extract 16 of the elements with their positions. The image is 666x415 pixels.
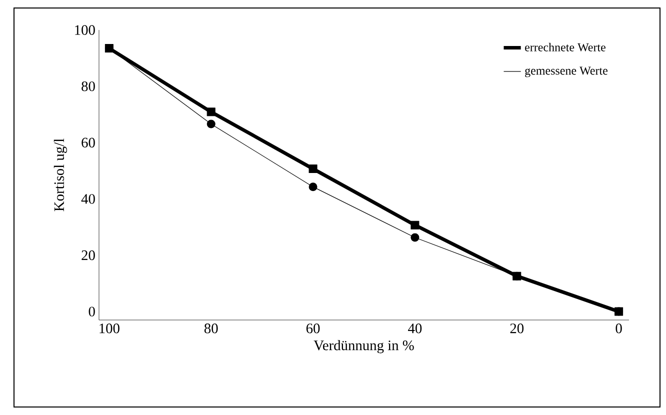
x-tick-label: 40 xyxy=(408,324,422,334)
x-tick-label: 0 xyxy=(616,324,622,334)
y-tick-label: 60 xyxy=(82,138,95,148)
y-axis-title: Kortisol ug/l xyxy=(54,138,67,212)
y-tick-label: 0 xyxy=(88,306,95,316)
y-tick-label: 40 xyxy=(81,194,95,204)
x-axis-title: Verdünnung in % xyxy=(314,340,414,354)
legend-label: gemessene Werte xyxy=(525,66,608,78)
y-tick-label: 100 xyxy=(75,25,95,35)
x-tick-label: 100 xyxy=(100,324,120,334)
y-tick-label: 20 xyxy=(82,250,95,260)
x-tick-label: 80 xyxy=(204,324,218,334)
x-tick-label: 60 xyxy=(306,324,320,334)
x-tick-label: 20 xyxy=(510,324,524,334)
legend-label: errechnete Werte xyxy=(525,42,606,52)
y-tick-label: 80 xyxy=(82,81,95,92)
